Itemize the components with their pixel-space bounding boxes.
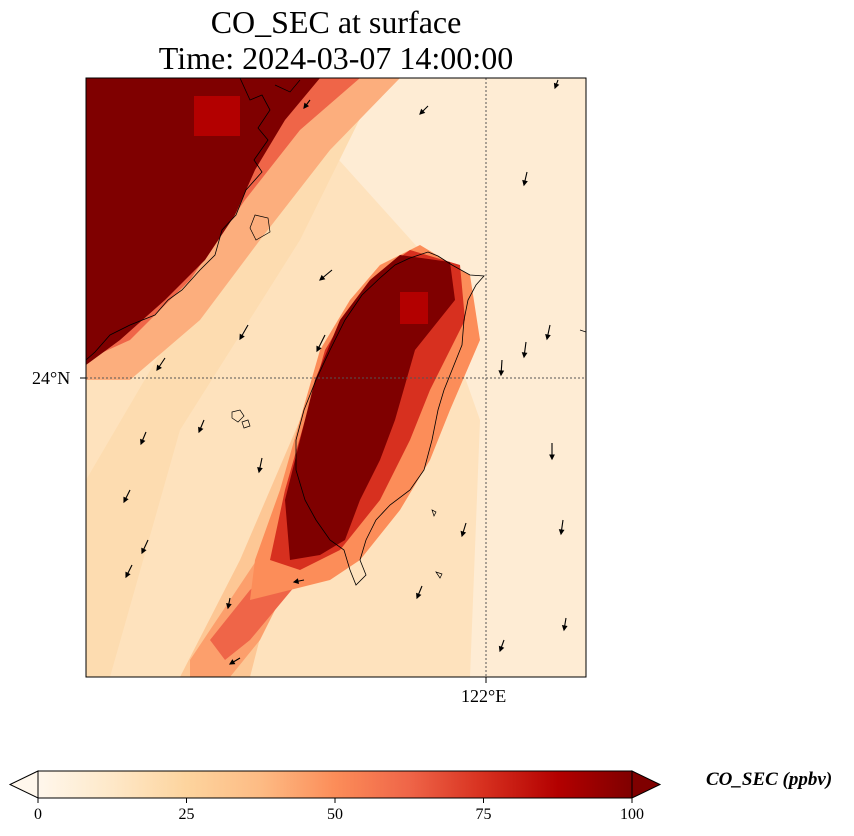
wind-arrow-head [292, 578, 300, 584]
wind-arrow-head [558, 529, 565, 536]
wind-arrow-head [549, 454, 555, 461]
wind-arrow-head [460, 530, 467, 538]
wind-arrow-head [521, 352, 528, 359]
wind-arrow-head [226, 602, 232, 610]
wind-arrow-head [239, 333, 245, 341]
strait-band [86, 78, 380, 677]
wind-arrow-head [156, 364, 162, 372]
taiwan-coastline [295, 251, 485, 586]
wind-arrow-head [257, 466, 263, 474]
east-ocean-field [300, 78, 586, 677]
wind-arrow-head [316, 345, 322, 353]
colorbar-tick-25: 25 [178, 806, 195, 823]
wind-arrow-head [419, 108, 426, 115]
colorbar-tick-0: 0 [34, 806, 42, 823]
wind-arrow-head [140, 438, 146, 446]
mainland-hotspot [194, 96, 240, 136]
wind-arrow-head [498, 645, 505, 653]
heatmap-field [86, 78, 586, 677]
title-line-1: CO_SEC at surface [210, 4, 462, 40]
taiwan-plume-core [285, 255, 455, 560]
wind-arrow-head [141, 547, 147, 555]
small-islands [431, 329, 586, 579]
lon-tick-label: 122°E [461, 686, 507, 706]
wind-arrow-head [319, 274, 326, 281]
title-line-2: Time: 2024-03-07 14:00:00 [158, 40, 514, 76]
colorbar [8, 770, 662, 803]
wind-arrow-head [522, 179, 528, 187]
lat-tick-label: 24°N [32, 368, 71, 388]
wind-arrow-head [198, 426, 204, 434]
wind-arrow-head [125, 571, 131, 579]
wind-arrow-head [303, 102, 310, 109]
colorbar-label: CO_SEC (ppbv) [706, 769, 833, 790]
colorbar-tick-100: 100 [620, 806, 644, 823]
penghu-islands [231, 409, 251, 429]
wind-arrow-head [498, 370, 505, 377]
wind-arrow-head [123, 496, 129, 504]
taiwan-hotspot [400, 292, 428, 324]
mainland-coastline-2 [249, 79, 301, 241]
colorbar-extend-min [8, 770, 39, 799]
colorbar-tick-75: 75 [475, 806, 492, 823]
colorbar-tick-50: 50 [327, 806, 343, 823]
wind-arrow-head [228, 659, 236, 665]
colorbar-extend-max [631, 770, 662, 799]
colorbar-gradient [38, 771, 632, 798]
mainland-coastline [86, 78, 271, 361]
wind-arrow-head [416, 592, 422, 600]
wind-arrow-head [553, 82, 560, 90]
wind-arrow-head [545, 333, 551, 341]
wind-vectors [123, 79, 568, 665]
wind-arrow-head [561, 625, 568, 632]
